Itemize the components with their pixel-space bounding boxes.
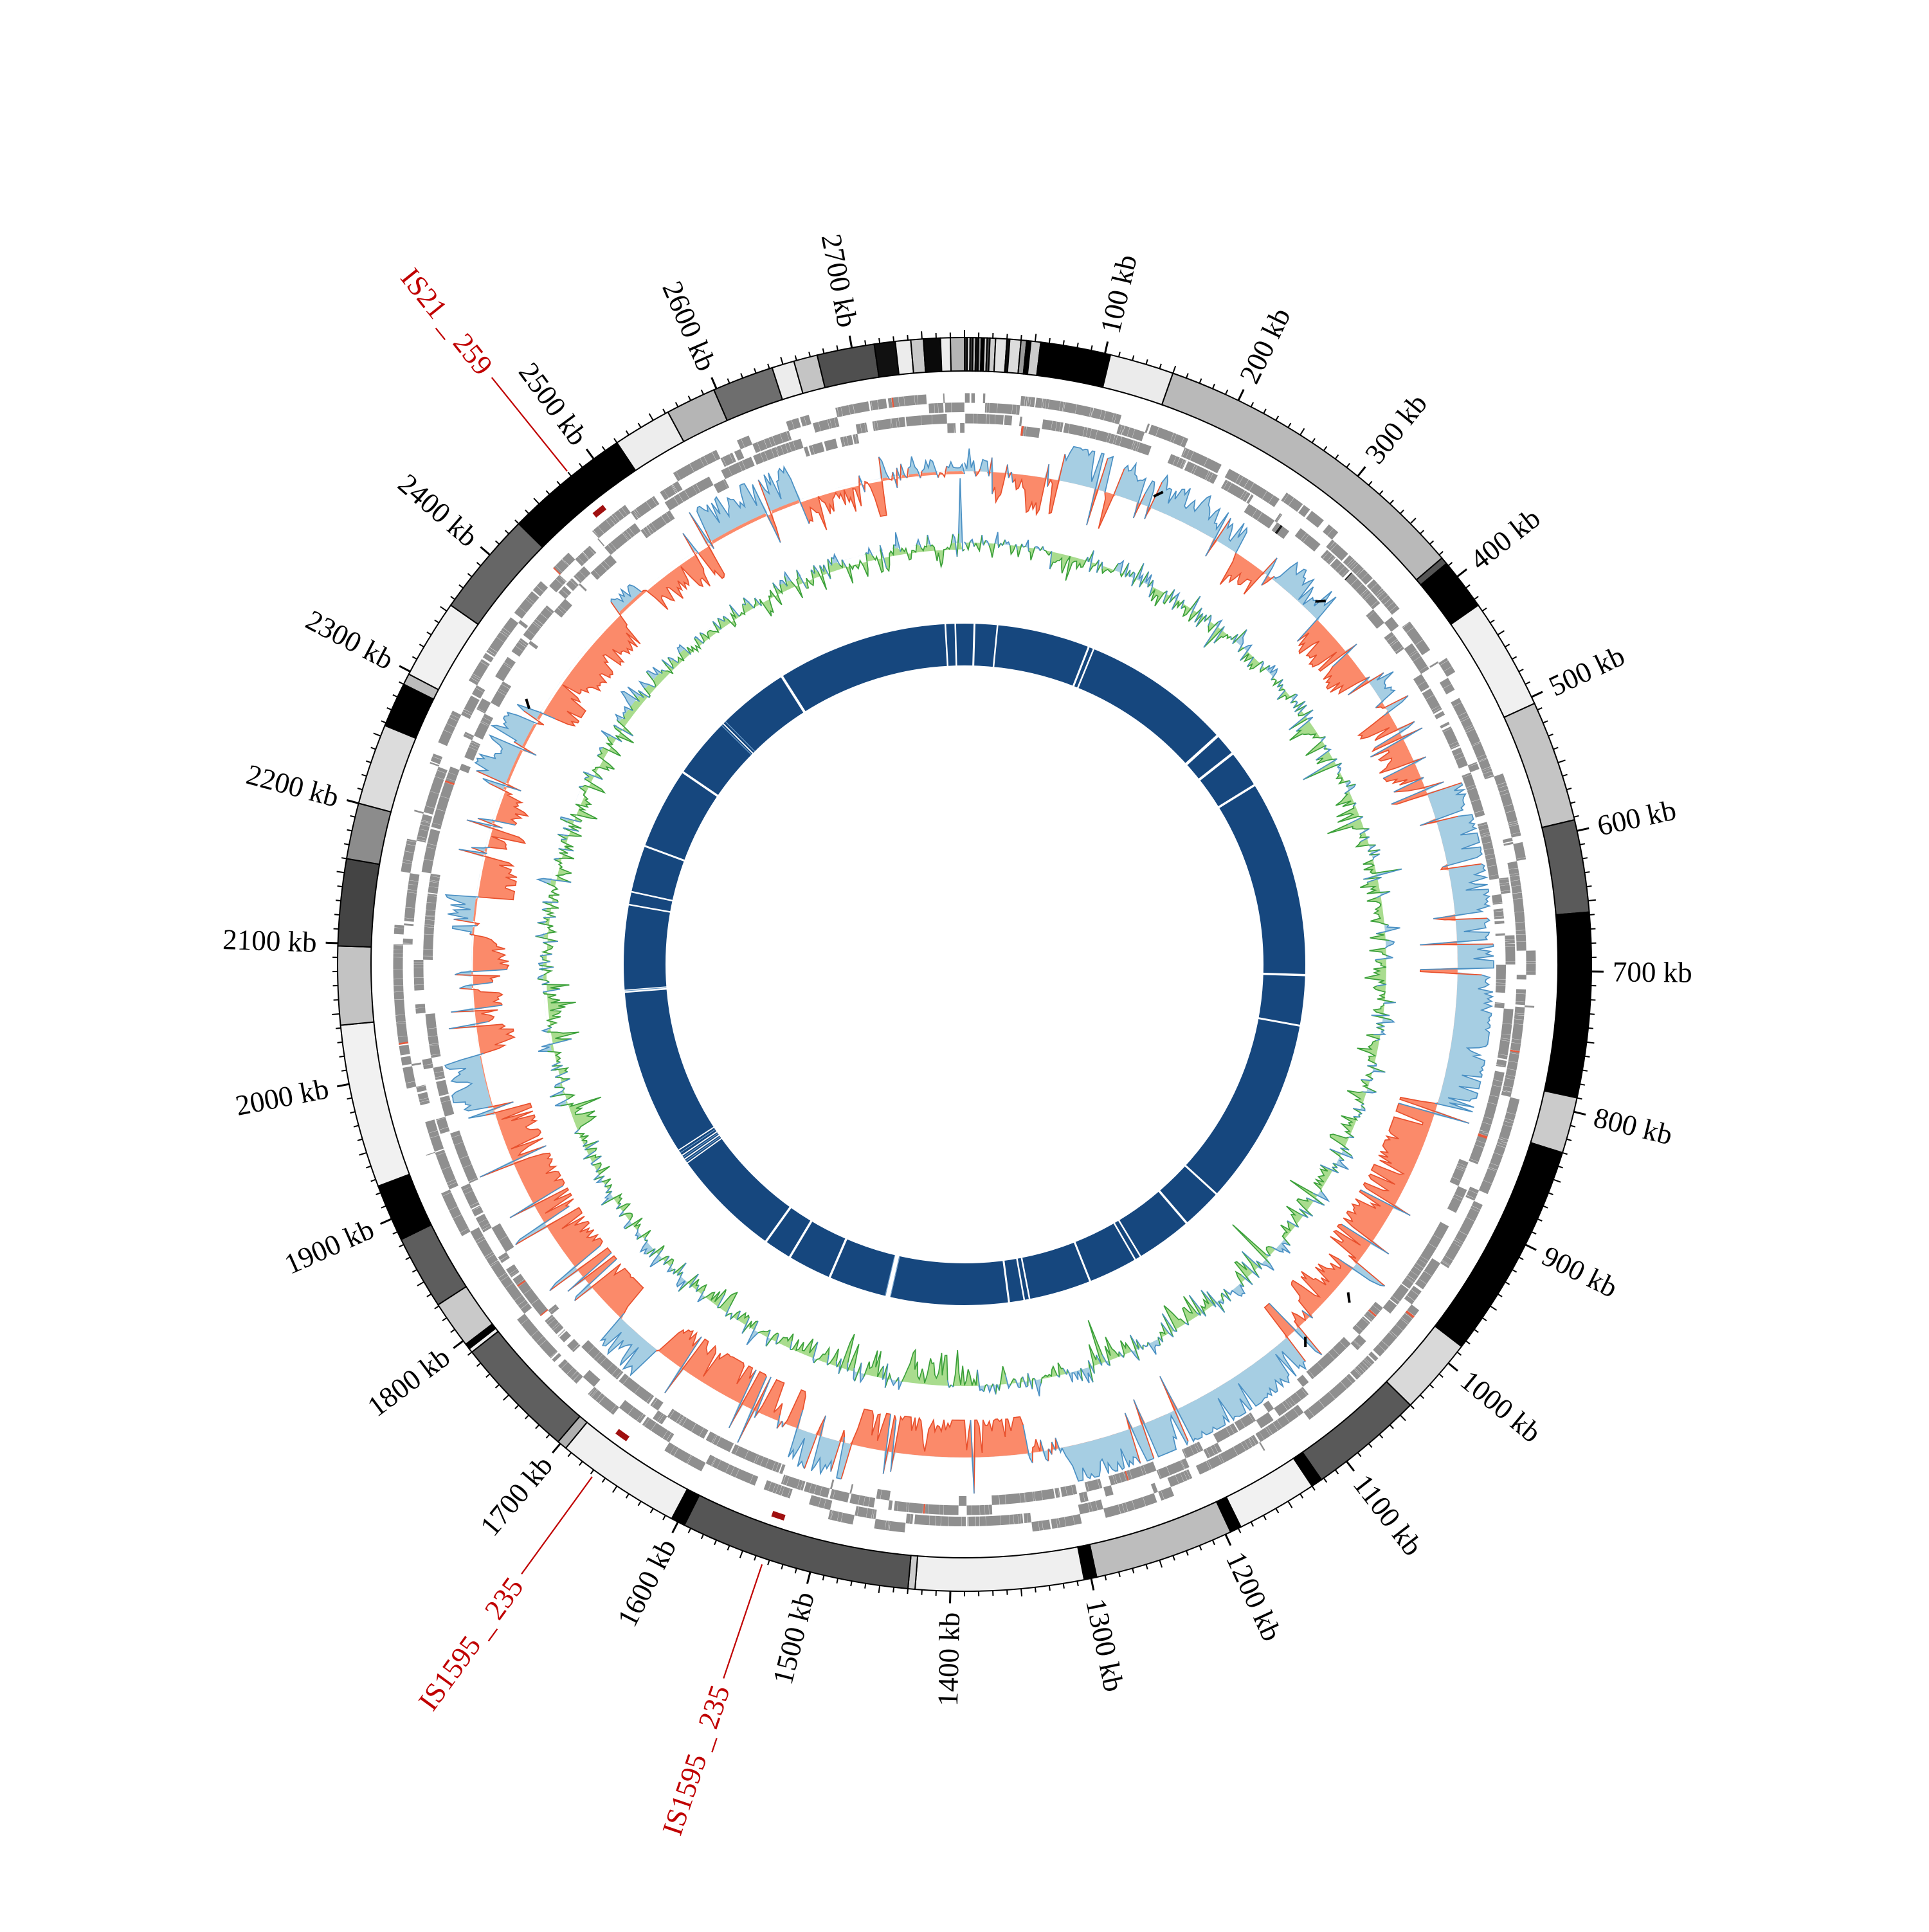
svg-text:2100 kb: 2100 kb [222, 923, 318, 959]
svg-text:1400 kb: 1400 kb [932, 1612, 966, 1706]
svg-text:700 kb: 700 kb [1613, 955, 1692, 988]
